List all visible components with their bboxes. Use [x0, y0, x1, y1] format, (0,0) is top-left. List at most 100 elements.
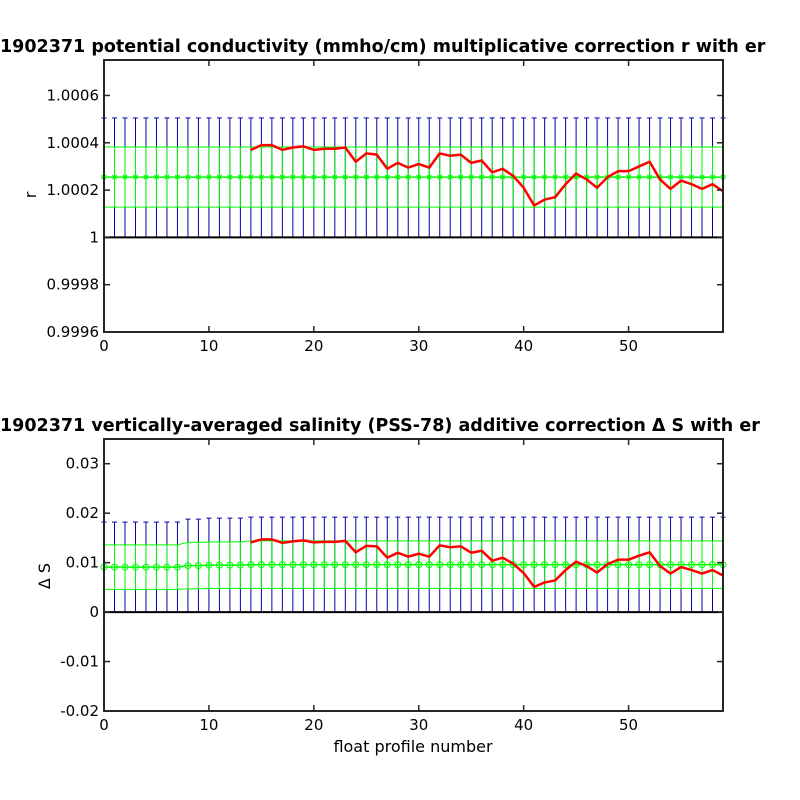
- mapped-error-upper-line: [104, 540, 723, 546]
- mapped-value-marker: [436, 174, 443, 181]
- correction-point: [407, 555, 410, 558]
- y-tick-label: 0.01: [66, 554, 99, 572]
- correction-point: [638, 554, 640, 557]
- correction-point: [438, 544, 441, 547]
- mapped-value-marker: [373, 561, 381, 569]
- x-tick-label: 0: [99, 337, 109, 355]
- correction-point: [386, 168, 389, 170]
- correction-point: [396, 551, 399, 554]
- mapped-value-marker: [446, 561, 454, 569]
- mapped-value-marker: [530, 561, 538, 569]
- mapped-value-marker: [415, 174, 422, 181]
- x-tick-label: 20: [304, 716, 323, 734]
- mapped-value-marker: [593, 561, 601, 569]
- mapped-value-marker: [709, 561, 717, 569]
- mapped-value-marker: [541, 561, 549, 569]
- correction-point: [596, 186, 598, 189]
- mapped-value-marker: [509, 561, 517, 569]
- mapped-value-marker: [425, 561, 433, 569]
- mapped-value-marker: [384, 174, 391, 181]
- mapped-value-marker: [289, 174, 296, 181]
- mapped-value-marker: [614, 561, 622, 569]
- correction-point: [575, 560, 577, 563]
- correction-point: [417, 163, 420, 165]
- mapped-value-marker: [594, 174, 601, 181]
- correction-point: [659, 565, 661, 567]
- correction-point: [470, 162, 473, 164]
- correction-point: [711, 183, 714, 185]
- mapped-value-marker: [163, 563, 171, 571]
- mapped-value-marker: [457, 561, 465, 569]
- y-tick-label: 0.9996: [47, 323, 100, 341]
- mapped-value-marker: [520, 174, 527, 181]
- mapped-value-marker: [499, 561, 507, 569]
- correction-point: [459, 153, 462, 156]
- correction-point: [271, 144, 273, 146]
- correction-point: [690, 183, 693, 185]
- salinity-panel-title: 1902371 vertically-averaged salinity (PS…: [0, 416, 760, 436]
- correction-point: [281, 149, 284, 151]
- y-tick-label: 1.0006: [47, 86, 100, 104]
- mapped-value-marker: [268, 174, 275, 181]
- correction-point: [417, 552, 420, 555]
- correction-point: [449, 154, 452, 157]
- mapped-value-marker: [215, 561, 223, 569]
- correction-point: [344, 540, 347, 542]
- mapped-value-marker: [625, 174, 632, 181]
- correction-line: [250, 143, 724, 207]
- correction-point: [501, 168, 504, 170]
- mapped-value-marker: [646, 561, 654, 569]
- mapped-value-marker: [394, 561, 402, 569]
- correction-line: [250, 538, 724, 589]
- y-tick-label: -0.01: [60, 653, 99, 671]
- correction-point: [428, 166, 431, 169]
- salinity-y-axis-label: Δ S: [35, 563, 54, 589]
- mapped-value-marker: [341, 561, 349, 569]
- mapped-value-marker: [184, 174, 191, 181]
- mapped-value-marker: [405, 174, 412, 181]
- mapped-value-marker: [205, 174, 212, 181]
- correction-point: [334, 541, 336, 543]
- mapped-value-marker: [331, 561, 339, 569]
- mapped-value-marker: [698, 561, 706, 569]
- correction-point: [533, 204, 535, 207]
- mapped-value-marker: [257, 561, 265, 569]
- correction-point: [522, 186, 525, 189]
- mapped-value-marker: [268, 561, 276, 569]
- mapped-value-marker: [562, 561, 570, 569]
- mapped-value-marker: [331, 174, 338, 181]
- mapped-value-marker: [153, 174, 160, 181]
- mapped-value-marker: [583, 174, 590, 181]
- mapped-value-marker: [573, 174, 580, 181]
- mapped-value-marker: [258, 174, 265, 181]
- correction-point: [606, 176, 609, 178]
- x-tick-label: 30: [409, 337, 428, 355]
- correction-point: [375, 545, 378, 548]
- correction-point: [365, 152, 368, 155]
- correction-point: [480, 549, 483, 552]
- mapped-value-marker: [394, 174, 401, 181]
- correction-point: [459, 545, 462, 548]
- mapped-value-marker: [604, 561, 612, 569]
- correction-point: [250, 149, 252, 151]
- mapped-value-marker: [352, 561, 360, 569]
- correction-point: [386, 556, 389, 559]
- mapped-value-marker: [152, 563, 160, 571]
- mapped-value-marker: [363, 174, 370, 181]
- mapped-value-marker: [615, 174, 622, 181]
- mapped-value-marker: [163, 174, 170, 181]
- mapped-value-marker: [541, 174, 548, 181]
- mapped-value-marker: [142, 174, 149, 181]
- x-tick-label: 50: [619, 716, 638, 734]
- mapped-value-marker: [447, 174, 454, 181]
- correction-point: [564, 183, 567, 185]
- mapped-value-marker: [278, 561, 286, 569]
- y-tick-label: 0.9998: [47, 276, 100, 294]
- conductivity-y-axis-label: r: [21, 191, 40, 198]
- correction-point: [323, 541, 326, 543]
- mapped-value-marker: [132, 174, 139, 181]
- correction-point: [554, 579, 556, 582]
- correction-point: [638, 165, 640, 168]
- mapped-value-marker: [184, 562, 192, 570]
